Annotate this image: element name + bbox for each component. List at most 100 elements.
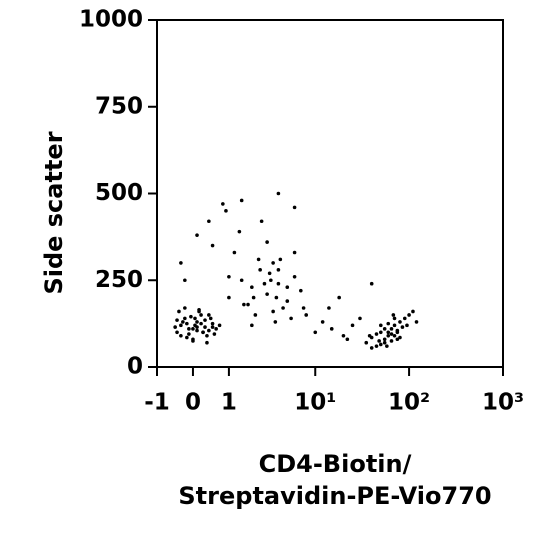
event-dot [183, 278, 187, 283]
event-dot [191, 327, 195, 331]
event-dot [379, 330, 383, 335]
event-dot [292, 250, 297, 255]
event-dot [179, 261, 183, 265]
event-dot [183, 316, 187, 321]
event-dot [207, 328, 211, 333]
event-dot [191, 337, 195, 342]
event-dot [341, 333, 346, 338]
event-dot [265, 292, 269, 296]
event-dot [250, 285, 254, 289]
x-tick-label: -1 [144, 390, 170, 416]
event-dot [271, 309, 275, 314]
event-dot [207, 219, 211, 224]
event-dot [179, 323, 183, 328]
event-dot [281, 306, 285, 310]
event-dot [389, 339, 394, 343]
event-dot [382, 337, 387, 342]
event-dot [193, 316, 197, 321]
event-dot [350, 323, 355, 328]
x-tick-label: 10¹ [294, 390, 336, 416]
event-dot [391, 313, 396, 317]
event-dot [411, 309, 415, 314]
y-tick-label: 750 [95, 93, 143, 119]
event-dot [237, 229, 242, 234]
event-dot [345, 337, 350, 342]
event-dot [177, 309, 181, 314]
event-dot [258, 268, 262, 272]
event-dot [185, 321, 189, 326]
event-dot [183, 306, 187, 310]
event-dot [276, 191, 281, 196]
event-dot [205, 340, 209, 345]
event-dot [327, 306, 331, 310]
event-dot [253, 313, 258, 317]
event-dot [377, 339, 381, 343]
event-dot [329, 327, 334, 331]
event-dot [395, 328, 400, 333]
event-dot [358, 316, 362, 321]
event-dot [301, 306, 306, 310]
event-dot [195, 233, 199, 237]
event-dot [274, 295, 279, 300]
event-dot [269, 278, 273, 283]
event-dot [285, 299, 290, 303]
event-dot [382, 327, 387, 331]
event-dot [276, 268, 281, 272]
event-dot [386, 330, 391, 335]
event-dot [265, 240, 269, 244]
event-dot [278, 257, 283, 262]
event-dot [276, 281, 281, 286]
event-dot [199, 313, 203, 317]
event-dot [239, 198, 244, 203]
event-dot [313, 330, 318, 335]
event-dot [185, 335, 189, 340]
event-dot [414, 320, 419, 324]
event-dot [195, 328, 199, 333]
event-dot [221, 202, 225, 206]
event-dot [212, 332, 217, 336]
event-dot [173, 325, 177, 329]
event-dot [386, 333, 391, 338]
event-dot [232, 250, 237, 255]
event-dot [398, 335, 402, 340]
x-tick-label: 0 [185, 390, 201, 416]
event-dot [210, 321, 215, 326]
event-dot [251, 295, 256, 300]
event-dot [385, 344, 389, 348]
event-dot [181, 320, 185, 324]
event-dot [250, 323, 254, 328]
event-dot [242, 302, 246, 307]
event-dot [205, 333, 209, 338]
event-dot [239, 278, 244, 283]
event-dot [392, 323, 397, 328]
event-dot [262, 281, 267, 286]
event-dot [259, 219, 264, 224]
event-dot [398, 320, 402, 324]
event-dot [203, 318, 207, 322]
event-dot [227, 274, 231, 279]
x-tick-label: 1 [221, 390, 237, 416]
event-dot [285, 285, 290, 289]
event-dot [374, 344, 379, 348]
event-dot [389, 332, 394, 336]
event-dot [389, 327, 394, 331]
event-dot [364, 340, 369, 345]
event-dot [224, 209, 228, 213]
event-dot [187, 327, 191, 331]
event-dot [304, 313, 309, 317]
event-dot [369, 346, 374, 350]
x-tick-label: 10³ [482, 390, 524, 416]
event-dot [402, 316, 407, 321]
event-dot [367, 333, 372, 338]
event-dot [195, 325, 199, 329]
x-axis-label: Streptavidin-PE-Vio770 [178, 482, 491, 510]
event-dot [271, 261, 275, 265]
event-dot [379, 342, 383, 347]
event-dot [267, 271, 272, 276]
event-dot [392, 316, 397, 321]
event-dot [208, 316, 213, 321]
event-dot [210, 325, 215, 329]
y-tick-label: 0 [127, 354, 143, 380]
event-dot [189, 314, 193, 319]
